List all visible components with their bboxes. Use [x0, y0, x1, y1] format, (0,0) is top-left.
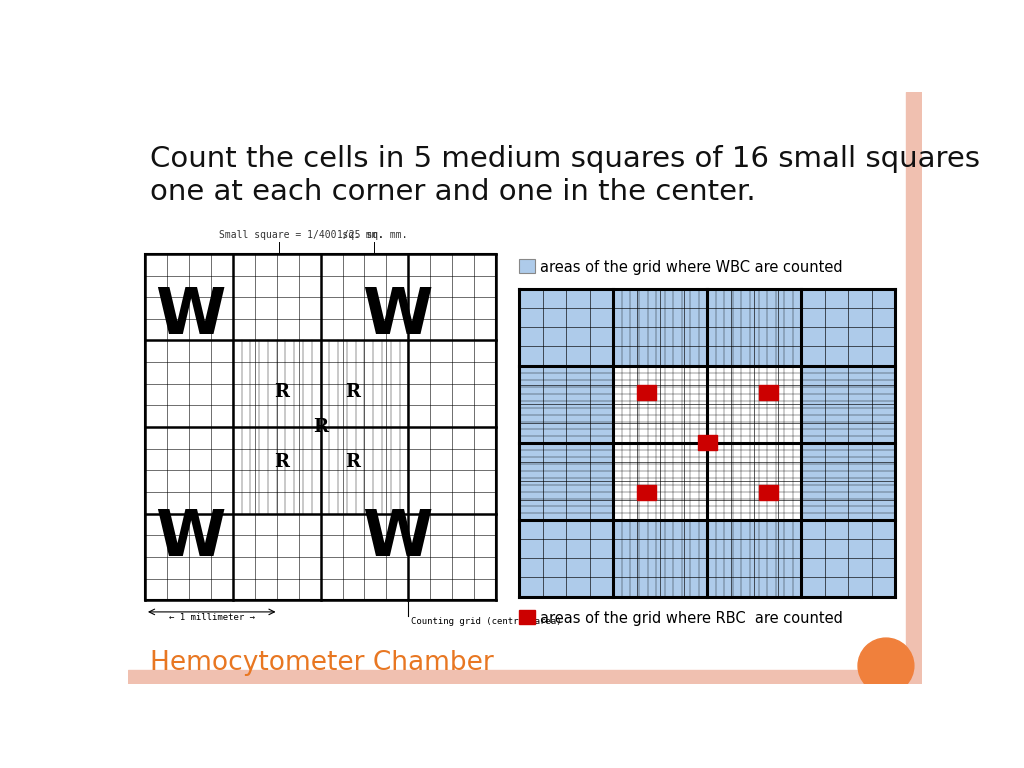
Text: R: R	[313, 418, 328, 436]
Text: 1/25 sq. mm.: 1/25 sq. mm.	[337, 230, 408, 240]
Bar	[519, 260, 535, 273]
Bar	[519, 611, 535, 624]
Bar	[637, 485, 655, 500]
Bar	[519, 289, 895, 597]
Text: Count the cells in 5 medium squares of 16 small squares: Count the cells in 5 medium squares of 1…	[150, 144, 980, 173]
Bar	[145, 254, 496, 601]
Text: Hemocytometer Chamber: Hemocytometer Chamber	[150, 650, 494, 677]
Bar	[637, 385, 655, 400]
Text: areas of the grid where RBC  are counted: areas of the grid where RBC are counted	[541, 611, 843, 627]
Text: R: R	[345, 383, 359, 402]
Bar	[906, 92, 922, 684]
Circle shape	[858, 638, 913, 694]
Text: W: W	[362, 285, 433, 347]
Text: ← 1 millimeter →: ← 1 millimeter →	[169, 614, 255, 622]
Text: R: R	[274, 453, 290, 471]
Text: W: W	[156, 285, 226, 347]
Bar	[128, 670, 922, 684]
Text: Small square = 1/400 sq. mm.: Small square = 1/400 sq. mm.	[219, 230, 383, 240]
Bar	[698, 435, 717, 450]
Bar	[759, 485, 778, 500]
Bar	[613, 366, 802, 519]
Text: W: W	[156, 507, 226, 569]
Text: R: R	[345, 453, 359, 471]
Bar	[759, 385, 778, 400]
Text: areas of the grid where WBC are counted: areas of the grid where WBC are counted	[541, 260, 843, 275]
Text: R: R	[274, 383, 290, 402]
Text: one at each corner and one in the center.: one at each corner and one in the center…	[150, 178, 756, 207]
Text: W: W	[362, 507, 433, 569]
Text: Counting grid (central area): Counting grid (central area)	[411, 617, 561, 626]
